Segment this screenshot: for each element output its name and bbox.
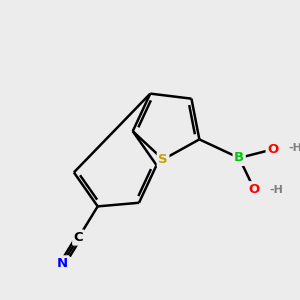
Text: B: B (234, 152, 244, 164)
Text: N: N (57, 257, 68, 270)
Text: O: O (249, 183, 260, 196)
Text: S: S (158, 153, 168, 166)
Text: C: C (74, 231, 83, 244)
Text: -H: -H (270, 185, 284, 195)
Text: -H: -H (288, 143, 300, 153)
Text: O: O (267, 143, 278, 156)
